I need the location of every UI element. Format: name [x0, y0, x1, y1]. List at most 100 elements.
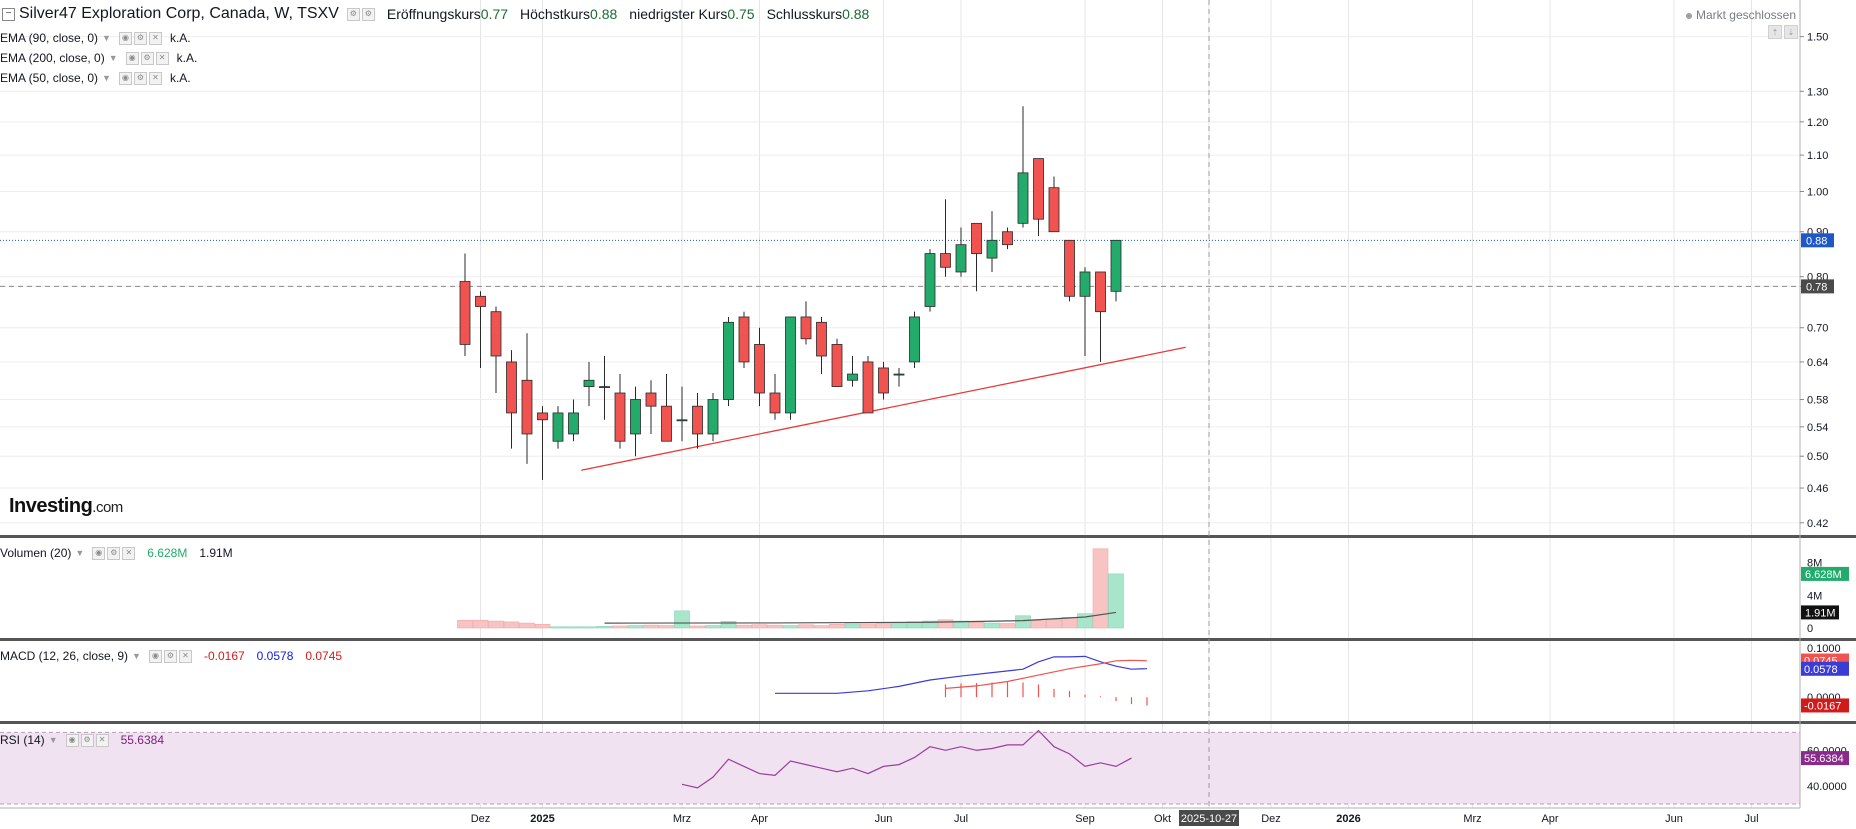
volume-header[interactable]: Volumen (20) ▼ ◉ ⚙ ✕ 6.628M 1.91M	[0, 546, 233, 560]
ema-label: EMA (200, close, 0)	[0, 51, 105, 65]
price-tick-label: 1.20	[1807, 117, 1828, 129]
eye-icon[interactable]: ◉	[148, 649, 162, 663]
candle-body	[1079, 271, 1091, 297]
candle-body	[552, 412, 564, 442]
candle-body	[893, 373, 905, 376]
price-tick-label: 0.46	[1807, 483, 1828, 495]
price-tick-label: 1.50	[1807, 32, 1828, 44]
candle-body	[475, 295, 486, 307]
candle-body	[506, 361, 517, 414]
ema-label: EMA (90, close, 0)	[0, 31, 99, 45]
rsi-value: 55.6384	[120, 733, 164, 747]
candle-body	[785, 316, 796, 414]
volume-bar	[798, 624, 814, 629]
gear-icon[interactable]: ⚙	[163, 649, 177, 663]
close-icon[interactable]: ✕	[148, 71, 162, 85]
eye-icon[interactable]: ◉	[92, 546, 106, 560]
close-icon[interactable]: ✕	[95, 733, 109, 747]
eye-icon[interactable]: ◉	[118, 71, 132, 85]
macd-value: 0.0578	[256, 649, 294, 663]
volume-bar	[953, 620, 969, 629]
chevron-down-icon[interactable]: ▼	[102, 73, 111, 83]
settings-icon[interactable]: ⚙	[346, 7, 360, 21]
close-icon[interactable]: ✕	[155, 51, 169, 65]
volume-bar	[674, 610, 690, 629]
ema-value: k.A.	[169, 71, 191, 85]
volume-label: Volumen (20)	[0, 546, 72, 560]
chevron-down-icon[interactable]: ▼	[132, 651, 141, 661]
candle-body	[1048, 187, 1060, 233]
macd-marker-label: 0.0578	[1804, 664, 1838, 676]
volume-bar	[751, 624, 768, 629]
time-tick-label: Jul	[954, 813, 968, 825]
crosshair-date-label: 2025-10-27	[1181, 813, 1237, 825]
volume-bar	[813, 625, 830, 629]
close-icon[interactable]: ✕	[148, 31, 162, 45]
candle-body	[971, 222, 982, 254]
candle-body	[955, 244, 967, 273]
volume-bar	[937, 619, 954, 629]
investing-logo: Investing.com	[9, 495, 123, 518]
indicator-ema-90[interactable]: EMA (90, close, 0) ▼ ◉ ⚙ ✕ k.A.	[0, 31, 191, 45]
price-tick-label: 1.30	[1807, 86, 1828, 98]
volume-value: 6.628M	[147, 546, 188, 560]
symbol-title: Silver47 Exploration Corp, Canada, W, TS…	[19, 5, 339, 22]
volume-bar	[658, 625, 675, 629]
volume-bar	[767, 624, 783, 629]
price-tick-label: 0.54	[1807, 422, 1828, 434]
arrow-up-icon[interactable]: ⇡	[1768, 25, 1782, 39]
price-tick-label: 0.70	[1807, 323, 1828, 335]
volume-bar	[627, 625, 644, 629]
price-marker-label: 0.88	[1806, 235, 1827, 247]
close-icon[interactable]: ✕	[178, 649, 192, 663]
volume-ma-value: 1.91M	[199, 546, 233, 560]
low-label: niedrigster Kurs	[629, 6, 728, 22]
volume-ma-line	[604, 611, 1117, 624]
logo-suffix: .com	[92, 499, 123, 516]
rsi-band	[0, 732, 1800, 804]
gear-icon[interactable]: ⚙	[140, 51, 154, 65]
volume-bar	[503, 621, 520, 629]
candle-body	[754, 344, 765, 394]
volume-ma-marker-bg	[1801, 605, 1839, 620]
gear-icon[interactable]: ⚙	[107, 546, 121, 560]
candle-body	[1017, 172, 1029, 224]
close-value: 0.88	[842, 6, 870, 22]
collapse-icon[interactable]: −	[2, 7, 15, 21]
rsi-marker-label: 55.6384	[1804, 753, 1844, 765]
rsi-marker-bg	[1801, 751, 1849, 766]
eye-icon[interactable]: ◉	[65, 733, 79, 747]
chevron-down-icon[interactable]: ▼	[75, 548, 85, 558]
time-tick-label: Jul	[1744, 813, 1758, 825]
rsi-header[interactable]: RSI (14) ▼ ◉ ⚙ ✕ 55.6384	[0, 733, 164, 747]
candle-body	[599, 386, 610, 388]
indicator-ema-50[interactable]: EMA (50, close, 0) ▼ ◉ ⚙ ✕ k.A.	[0, 71, 191, 85]
volume-bar	[519, 622, 535, 629]
macd-signal-value: 0.0745	[305, 649, 343, 663]
candle-body	[614, 392, 626, 442]
macd-header[interactable]: MACD (12, 26, close, 9) ▼ ◉ ⚙ ✕ -0.0167 0.05…	[0, 649, 342, 663]
arrow-down-icon[interactable]: ⇣	[1784, 25, 1798, 39]
chevron-down-icon[interactable]: ▼	[102, 33, 111, 43]
time-tick-label: Apr	[751, 813, 768, 825]
time-tick-label: Dez	[471, 813, 491, 825]
chevron-down-icon[interactable]: ▼	[48, 735, 58, 745]
gear-icon[interactable]: ⚙	[80, 733, 94, 747]
macd-marker-bg	[1801, 698, 1849, 713]
gear-icon[interactable]: ⚙	[361, 7, 375, 21]
rsi-line	[681, 729, 1132, 789]
gear-icon[interactable]: ⚙	[133, 71, 147, 85]
volume-bar	[612, 625, 628, 629]
candle-body	[490, 311, 502, 357]
close-icon[interactable]: ✕	[122, 546, 136, 560]
scale-buttons: ⇡ ⇣	[1768, 25, 1798, 39]
gear-icon[interactable]: ⚙	[133, 31, 147, 45]
candle-body	[862, 361, 874, 414]
chevron-down-icon[interactable]: ▼	[108, 53, 118, 63]
eye-icon[interactable]: ◉	[125, 51, 139, 65]
eye-icon[interactable]: ◉	[118, 31, 132, 45]
indicator-ema-200[interactable]: EMA (200, close, 0) ▼ ◉ ⚙ ✕ k.A.	[0, 51, 197, 65]
price-tick-label: 1.00	[1807, 186, 1828, 198]
volume-bar	[1030, 620, 1047, 629]
